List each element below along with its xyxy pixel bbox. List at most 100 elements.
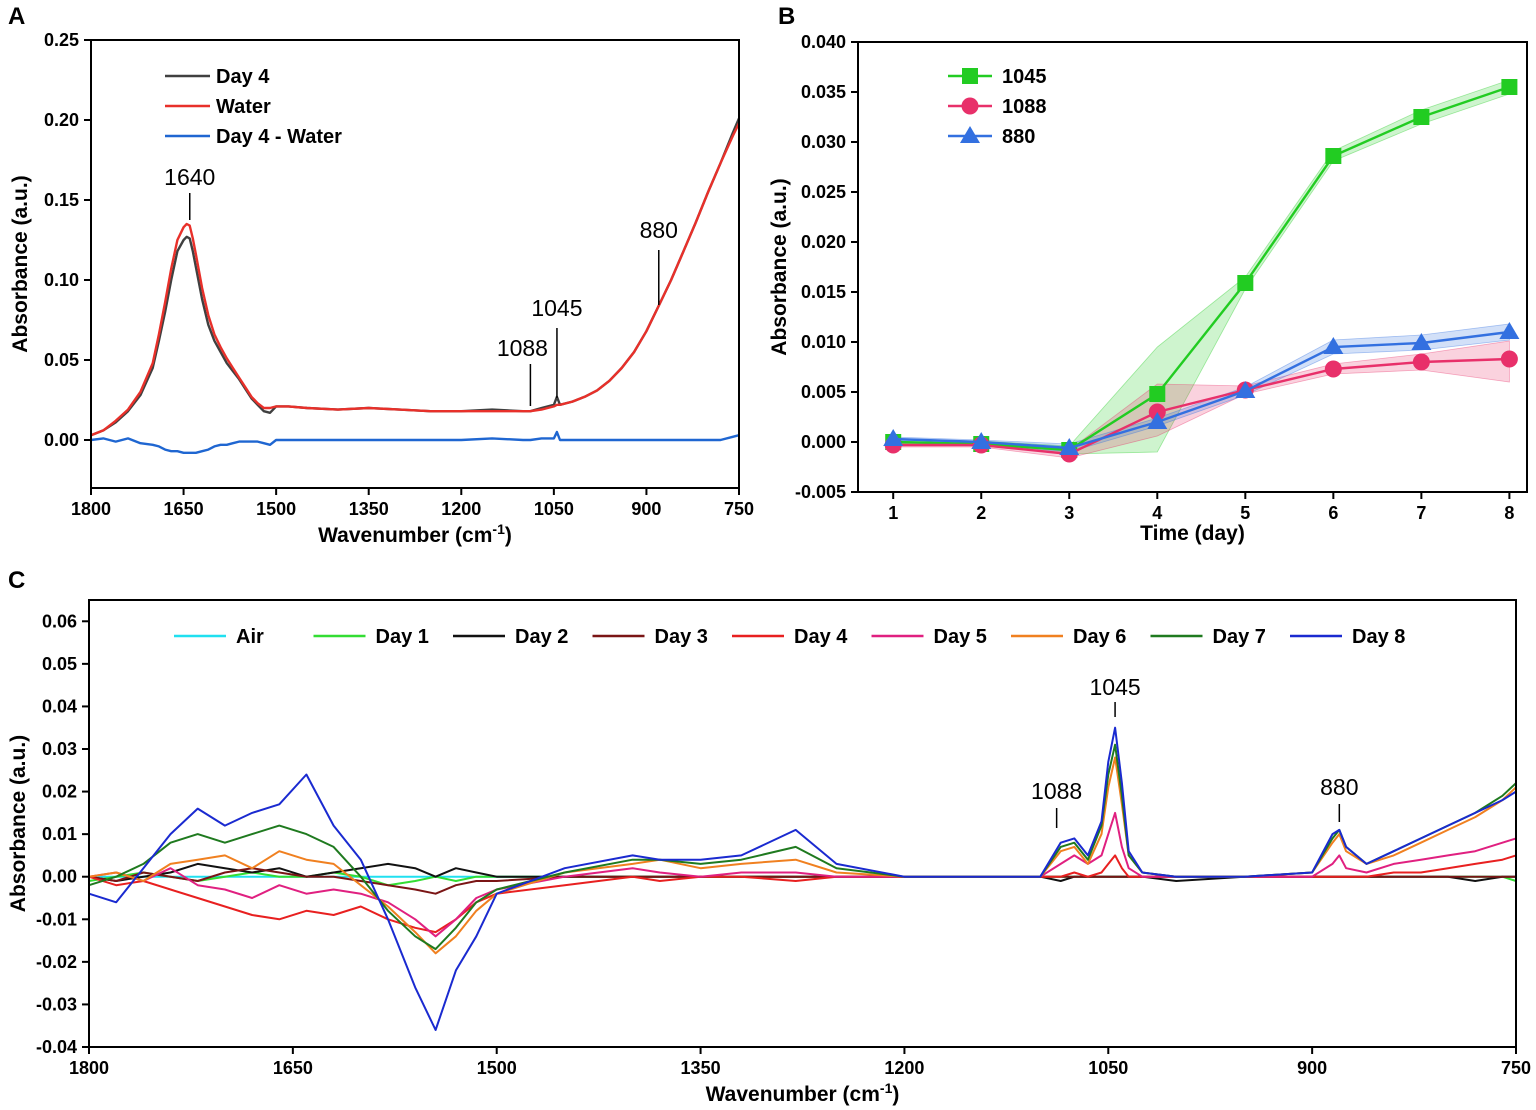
series-line-day-7 <box>88 743 1517 951</box>
panel-c-y-tick-label: -0.04 <box>36 1037 77 1057</box>
legend-label-day-5: Day 5 <box>934 626 987 648</box>
panel-c-y-tick-label: -0.01 <box>36 909 77 929</box>
series-line-day-4 <box>88 854 1517 934</box>
panel-c-y-tick-label: 0.06 <box>42 611 77 631</box>
panel-c-y-axis-title: Absorbance (a.u.) <box>7 735 30 912</box>
series-line-1045 <box>893 85 1510 452</box>
legend-label-day-8: Day 8 <box>1352 626 1405 648</box>
panel-b-y-tick-label: 0.005 <box>801 382 846 402</box>
data-point-1045 <box>1501 79 1518 95</box>
legend-marker-1088 <box>961 97 979 115</box>
panel-c-letter: C <box>8 567 25 594</box>
data-point-880 <box>883 429 904 446</box>
panel-b-x-tick-label: 8 <box>1504 503 1514 523</box>
legend-label-water: Water <box>216 96 271 118</box>
legend-label-day-7: Day 7 <box>1213 626 1266 648</box>
legend-label-1088: 1088 <box>1002 96 1047 118</box>
series-line-day-4-water <box>90 430 740 454</box>
panel-b-y-tick-label: 0.040 <box>801 32 846 52</box>
panel-a-x-tick-label: 1050 <box>534 499 574 519</box>
panel-b-y-tick-label: 0.015 <box>801 282 846 302</box>
panel-b-x-tick-label: 7 <box>1416 503 1426 523</box>
data-point-880 <box>1411 333 1432 350</box>
series-line-day-1 <box>88 871 1517 887</box>
panel-b-legend: 1045 1088 880 <box>948 66 1047 148</box>
panel-c-x-axis-title: Wavenumber (cm-1) <box>706 1080 900 1106</box>
panel-b-x-tick-label: 6 <box>1328 503 1338 523</box>
panel-c-x-tick-label: 1800 <box>69 1058 109 1078</box>
x-axis-title-main: Wavenumber (cm <box>706 1083 880 1106</box>
panel-b-chart: 1 2 3 4 5 6 7 8 -0.005 0.000 0.005 0.010 0.015 0.020 0… <box>768 32 1528 545</box>
panel-c-frame <box>88 599 1517 1048</box>
annotation-880: 880 <box>640 217 678 243</box>
panel-b-x-tick-label: 2 <box>976 503 986 523</box>
panel-a-y-tick-label: 0.15 <box>44 190 79 210</box>
panel-a-y-tick-label: 0.05 <box>44 350 79 370</box>
panel-c-chart: 1800 1650 1500 1350 1200 1050 900 750 -0.04 -0.03… <box>7 599 1531 1106</box>
x-axis-title-main: Wavenumber (cm <box>318 524 492 547</box>
panel-c-x-tick-label: 1650 <box>273 1058 313 1078</box>
legend-label-day-4: Day 4 <box>216 66 270 88</box>
panel-a-x-tick-label: 900 <box>631 499 661 519</box>
panel-c-x-tick-label: 1050 <box>1088 1058 1128 1078</box>
panel-b-y-tick-label: 0.000 <box>801 432 846 452</box>
panel-c-y-tick-label: 0.00 <box>42 867 77 887</box>
panel-a-y-axis-title: Absorbance (a.u.) <box>9 175 32 352</box>
panel-b-x-tick-label: 1 <box>888 503 898 523</box>
panel-a-x-tick-label: 1650 <box>164 499 204 519</box>
panel-a-letter: A <box>8 3 25 30</box>
panel-c-y-tick-label: -0.03 <box>36 994 77 1014</box>
panel-b-frame <box>857 41 1528 493</box>
panel-a-x-tick-label: 1350 <box>349 499 389 519</box>
panel-b-y-tick-label: 0.010 <box>801 332 846 352</box>
panel-a-x-tick-label: 750 <box>724 499 754 519</box>
panel-b-y-tick-label: 0.025 <box>801 182 846 202</box>
data-point-1045 <box>1325 148 1342 164</box>
panel-b-y-tick-label: 0.020 <box>801 232 846 252</box>
x-axis-title-superscript: -1 <box>492 521 505 537</box>
legend-label-880: 880 <box>1002 126 1035 148</box>
data-point-880 <box>1147 412 1168 429</box>
series-line-day-6 <box>88 756 1517 955</box>
panel-a-y-tick-label: 0.20 <box>44 110 79 130</box>
panel-b-y-tick-label: 0.030 <box>801 132 846 152</box>
data-point-880 <box>1235 381 1256 398</box>
panel-c-y-tick-label: 0.03 <box>42 739 77 759</box>
panel-b-y-tick-label: -0.005 <box>795 482 846 502</box>
legend-label-day-2: Day 2 <box>515 626 568 648</box>
legend-label-day-4-water: Day 4 - Water <box>216 126 342 148</box>
panel-c-x-tick-label: 900 <box>1297 1058 1327 1078</box>
panel-c-y-tick-label: 0.05 <box>42 654 77 674</box>
error-band-1088 <box>892 340 1510 459</box>
panel-c-x-tick-label: 1500 <box>477 1058 517 1078</box>
series-line-day-5 <box>88 811 1517 938</box>
legend-marker-880 <box>960 126 980 143</box>
legend-marker-1045 <box>962 68 978 84</box>
data-point-1045 <box>1413 109 1430 125</box>
series-line-880 <box>893 330 1510 450</box>
panel-b-y-axis-title: Absorbance (a.u.) <box>768 178 791 355</box>
data-point-1045 <box>1237 275 1254 291</box>
legend-label-day-1: Day 1 <box>376 626 429 648</box>
panel-a-y-tick-label: 0.25 <box>44 30 79 50</box>
data-point-1088 <box>1412 353 1430 371</box>
panel-b-x-tick-label: 5 <box>1240 503 1250 523</box>
x-axis-title-superscript: -1 <box>880 1080 893 1096</box>
panel-b-y-tick-label: 0.035 <box>801 82 846 102</box>
panel-b-letter: B <box>778 3 795 30</box>
panel-b-x-axis-title: Time (day) <box>1140 522 1245 545</box>
series-line-1088 <box>893 357 1510 456</box>
panel-c-y-tick-label: 0.04 <box>42 696 77 716</box>
panel-c-x-tick-label: 1200 <box>884 1058 924 1078</box>
panel-c-y-tick-label: -0.02 <box>36 952 77 972</box>
x-axis-title-end: ) <box>505 524 512 547</box>
panel-a-x-axis-title: Wavenumber (cm-1) <box>318 521 512 547</box>
panel-c-y-tick-label: 0.01 <box>42 824 77 844</box>
panel-c-x-tick-label: 1350 <box>681 1058 721 1078</box>
x-axis-title-end: ) <box>892 1083 899 1106</box>
annotation-1088: 1088 <box>497 335 548 361</box>
panel-a-x-tick-label: 1500 <box>256 499 296 519</box>
panel-a-legend: Day 4 Water Day 4 - Water <box>165 66 342 148</box>
panel-c-legend: Air Day 1 Day 2 Day 3 Day 4 Day 5 Day 6 Day 7 Da… <box>174 626 1405 648</box>
